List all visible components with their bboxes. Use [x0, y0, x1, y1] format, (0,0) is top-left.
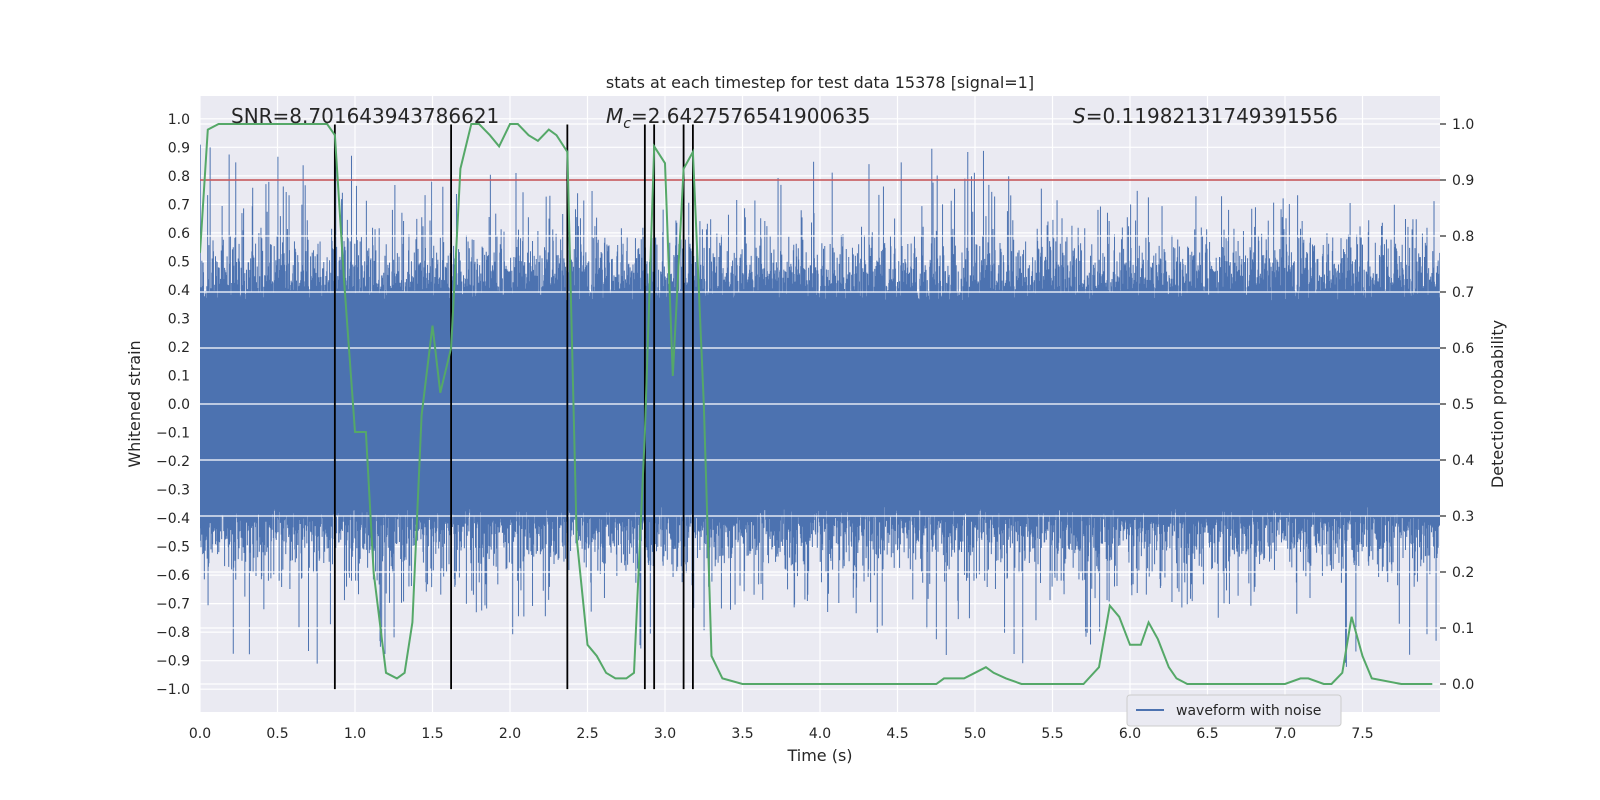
left-tick-label: −0.1 [156, 426, 190, 442]
right-tick-label: 0.4 [1452, 453, 1474, 469]
left-tick-label: 0.5 [168, 254, 190, 270]
chirp-mass-annotation: Mc=2.6427576541900635 [606, 104, 870, 132]
left-tick-label: 0.8 [168, 169, 190, 185]
right-tick-labels: 1.0 0.9 0.8 0.7 0.6 0.5 0.4 0.3 0.2 0.1 0.0 [1440, 117, 1474, 693]
s-annotation: S=0.11982131749391556 [1073, 104, 1338, 128]
left-tick-label: −0.6 [156, 568, 190, 584]
left-tick-label: −0.4 [156, 511, 190, 527]
chart-title: stats at each timestep for test data 153… [606, 73, 1034, 92]
right-tick-label: 0.0 [1452, 677, 1474, 693]
snr-annotation: SNR=8.701643943786621 [231, 104, 499, 128]
x-tick-label: 4.0 [809, 726, 831, 742]
x-tick-label: 5.0 [964, 726, 986, 742]
left-tick-label: −0.7 [156, 597, 190, 613]
left-tick-label: 0.3 [168, 311, 190, 327]
x-tick-label: 6.0 [1119, 726, 1141, 742]
right-tick-label: 0.3 [1452, 509, 1474, 525]
left-tick-label: 0.4 [168, 283, 190, 299]
left-tick-label: 0.2 [168, 340, 190, 356]
left-tick-label: 0.7 [168, 197, 190, 213]
x-tick-label: 4.5 [886, 726, 908, 742]
x-axis-label: Time (s) [786, 746, 852, 765]
right-tick-label: 0.2 [1452, 565, 1474, 581]
left-tick-label: 1.0 [168, 112, 190, 128]
s-symbol: S [1073, 104, 1086, 128]
left-tick-label: −0.8 [156, 625, 190, 641]
chirp-mass-symbol: M [606, 104, 623, 128]
right-tick-label: 0.1 [1452, 621, 1474, 637]
left-tick-label: 0.1 [168, 368, 190, 384]
right-tick-label: 0.5 [1452, 397, 1474, 413]
x-tick-label: 6.5 [1196, 726, 1218, 742]
right-tick-label: 1.0 [1452, 117, 1474, 133]
y-axis-label-left: Whitened strain [125, 340, 144, 467]
x-tick-label: 0.0 [189, 726, 211, 742]
legend: waveform with noise [1126, 694, 1342, 727]
left-tick-label: −0.3 [156, 483, 190, 499]
left-tick-label: −0.2 [156, 454, 190, 470]
s-value: =0.11982131749391556 [1086, 104, 1338, 128]
right-tick-label: 0.9 [1452, 173, 1474, 189]
chirp-mass-subscript: c [623, 116, 631, 132]
left-tick-labels: 1.0 0.9 0.8 0.7 0.6 0.5 0.4 0.3 0.2 0.1 0.0 −0.1 −0.… [156, 112, 190, 698]
x-tick-label: 5.5 [1041, 726, 1063, 742]
legend-box [1126, 694, 1342, 727]
left-tick-label: 0.9 [168, 140, 190, 156]
x-tick-labels: 0.0 0.5 1.0 1.5 2.0 2.5 3.0 3.5 4.0 4.5 5.0 5.5 6.0 6… [189, 726, 1374, 742]
x-tick-label: 3.5 [731, 726, 753, 742]
x-tick-label: 7.5 [1351, 726, 1373, 742]
left-tick-label: −1.0 [156, 682, 190, 698]
x-tick-label: 7.0 [1274, 726, 1296, 742]
x-tick-label: 1.5 [421, 726, 443, 742]
right-tick-label: 0.6 [1452, 341, 1474, 357]
left-tick-label: 0.6 [168, 226, 190, 242]
left-tick-label: 0.0 [168, 397, 190, 413]
vertical-markers [333, 124, 694, 690]
left-tick-label: −0.5 [156, 540, 190, 556]
probability-line [200, 123, 1433, 685]
x-tick-label: 2.5 [576, 726, 598, 742]
x-tick-label: 1.0 [344, 726, 366, 742]
right-tick-label: 0.7 [1452, 285, 1474, 301]
x-tick-label: 0.5 [266, 726, 288, 742]
x-tick-label: 2.0 [499, 726, 521, 742]
chirp-mass-value: =2.6427576541900635 [631, 104, 870, 128]
y-axis-label-right: Detection probability [1488, 320, 1507, 488]
legend-label: waveform with noise [1176, 703, 1321, 719]
left-tick-label: −0.9 [156, 654, 190, 670]
right-tick-label: 0.8 [1452, 229, 1474, 245]
x-tick-label: 3.0 [654, 726, 676, 742]
